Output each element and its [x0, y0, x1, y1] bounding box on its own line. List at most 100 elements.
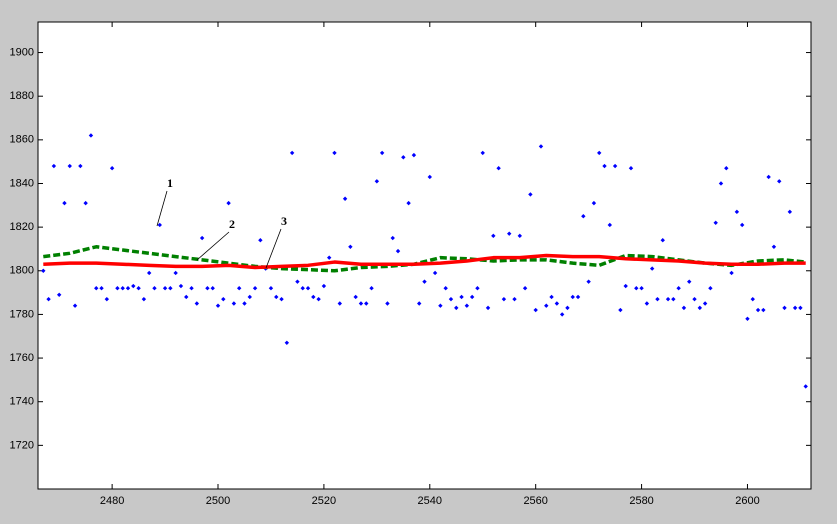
data-point	[623, 283, 628, 289]
data-point	[62, 200, 67, 206]
data-point	[475, 286, 480, 291]
data-point	[326, 255, 332, 260]
data-point	[136, 286, 141, 291]
y-tick-label: 1780	[10, 308, 34, 320]
data-point	[586, 279, 591, 284]
data-point	[750, 296, 755, 302]
data-point	[51, 163, 57, 169]
data-point	[469, 294, 475, 300]
data-point	[708, 286, 713, 291]
data-point	[178, 283, 184, 289]
data-point	[284, 340, 290, 345]
data-point	[353, 294, 358, 300]
data-point	[321, 283, 327, 289]
data-point	[104, 296, 110, 302]
y-tick-label: 1900	[10, 46, 34, 58]
data-point	[41, 268, 46, 273]
annotation: 2	[229, 217, 235, 231]
data-point	[755, 307, 761, 313]
data-point	[56, 292, 62, 297]
data-point	[639, 286, 644, 291]
data-point	[607, 222, 613, 228]
data-point	[406, 200, 411, 206]
data-point	[168, 286, 173, 291]
x-tick-label: 2600	[735, 495, 759, 507]
data-point	[289, 150, 295, 156]
data-point	[162, 286, 168, 291]
data-point	[454, 305, 459, 311]
data-point	[459, 294, 464, 300]
x-tick-label: 2500	[206, 495, 230, 507]
data-point	[803, 384, 808, 389]
data-point	[597, 150, 602, 156]
data-point	[390, 235, 395, 241]
data-point	[88, 133, 94, 138]
data-point	[109, 166, 115, 171]
data-point	[242, 301, 247, 306]
data-point	[739, 222, 745, 228]
data-point	[464, 303, 470, 308]
data-point	[517, 233, 523, 239]
data-point	[205, 286, 210, 291]
data-point	[199, 235, 205, 241]
data-point	[152, 286, 157, 291]
data-point	[422, 279, 427, 284]
data-point	[787, 209, 793, 215]
y-tick-label: 1740	[10, 396, 34, 408]
data-point	[771, 244, 777, 249]
data-point	[438, 303, 443, 308]
data-point	[528, 192, 533, 197]
data-point	[697, 305, 703, 311]
data-point	[146, 270, 152, 276]
data-point	[718, 181, 724, 186]
data-point	[655, 296, 660, 302]
data-point	[570, 294, 575, 300]
data-point	[533, 307, 538, 313]
data-point	[295, 279, 300, 284]
data-point	[507, 231, 512, 236]
data-point	[432, 270, 438, 276]
data-point	[687, 279, 692, 284]
data-point	[485, 305, 491, 311]
y-tick-label: 1720	[10, 439, 34, 451]
data-point	[443, 286, 448, 291]
data-point	[702, 301, 708, 306]
data-point	[745, 316, 750, 321]
y-tick-label: 1800	[10, 265, 34, 277]
data-point	[512, 296, 517, 302]
data-point	[274, 294, 279, 300]
data-point	[348, 244, 353, 249]
data-point	[401, 155, 406, 160]
data-point	[268, 286, 274, 291]
data-point	[215, 303, 221, 308]
data-point	[692, 296, 697, 302]
data-point	[72, 303, 78, 308]
data-point	[761, 307, 766, 313]
data-point	[417, 301, 422, 306]
data-point	[628, 166, 634, 171]
data-point	[231, 301, 237, 306]
data-point	[395, 248, 401, 254]
data-point	[194, 301, 200, 306]
data-point	[660, 238, 665, 243]
data-point	[316, 296, 321, 302]
data-point	[591, 200, 597, 206]
data-point	[94, 286, 99, 291]
data-point	[777, 179, 782, 184]
data-point	[46, 296, 51, 302]
data-point	[671, 296, 676, 302]
data-point	[125, 286, 131, 291]
data-point	[411, 152, 417, 158]
data-point	[83, 200, 88, 206]
annotation: 3	[281, 214, 287, 228]
data-point	[644, 301, 650, 306]
data-point	[496, 166, 501, 171]
data-point	[115, 286, 120, 291]
data-point	[78, 163, 83, 169]
data-point	[501, 296, 507, 302]
data-point	[279, 296, 284, 302]
data-point	[729, 270, 734, 276]
y-tick-label: 1820	[10, 221, 34, 233]
line-series	[43, 253, 806, 270]
